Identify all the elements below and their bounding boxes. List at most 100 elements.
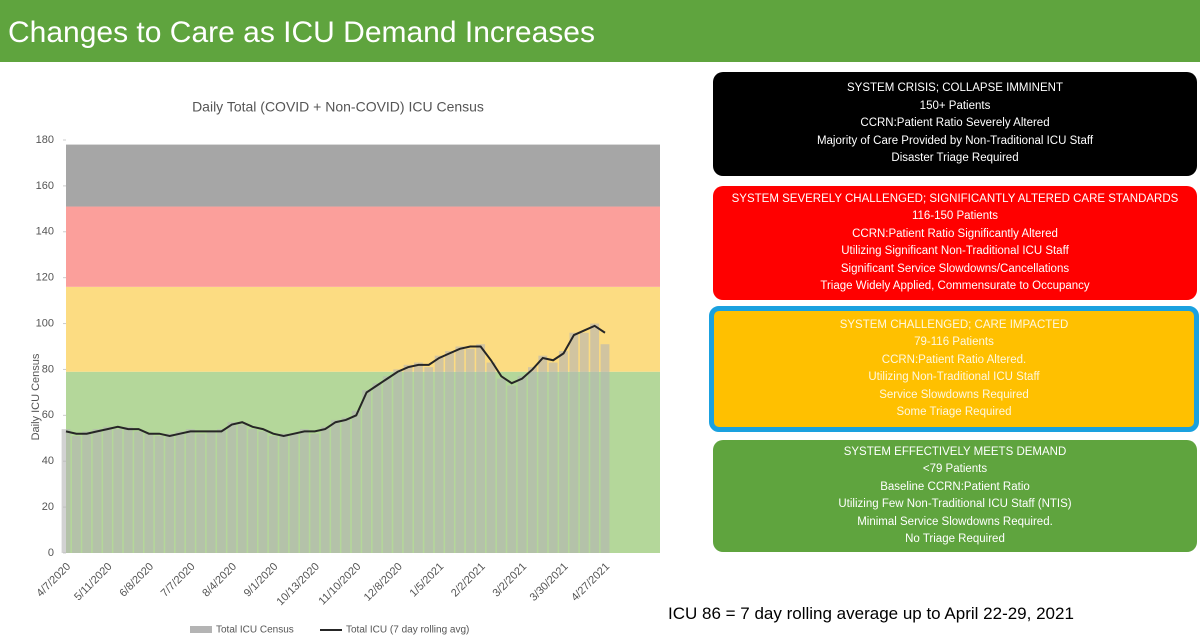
bar xyxy=(217,429,226,553)
bar xyxy=(341,417,351,553)
box-line: Baseline CCRN:Patient Ratio xyxy=(880,480,1030,493)
threshold-band xyxy=(66,144,660,207)
box-line: Utilizing Significant Non-Traditional IC… xyxy=(841,245,1069,257)
bar xyxy=(517,376,527,553)
y-tick-label: 0 xyxy=(48,547,54,559)
x-tick-label: 12/8/2020 xyxy=(362,561,405,604)
bar xyxy=(538,355,548,553)
bar xyxy=(92,429,102,553)
y-tick-label: 100 xyxy=(36,317,54,329)
bar xyxy=(299,429,309,553)
x-tick-label: 8/4/2020 xyxy=(200,561,239,600)
x-tick-label: 6/8/2020 xyxy=(117,561,156,600)
status-box: SYSTEM EFFECTIVELY MEETS DEMAND <79 Patie… xyxy=(713,440,1197,552)
box-line: 150+ Patients xyxy=(919,99,991,112)
box-line: 116-150 Patients xyxy=(911,210,999,222)
bar xyxy=(237,424,247,553)
x-tick-label: 4/27/2021 xyxy=(569,561,612,604)
box-line: Majority of Care Provided by Non-Traditi… xyxy=(816,134,1094,147)
box-line: No Triage Required xyxy=(905,533,1005,545)
bar xyxy=(445,351,454,553)
legend-label: Total ICU Census xyxy=(216,625,294,636)
bar xyxy=(206,431,216,553)
bar xyxy=(579,332,589,553)
bar xyxy=(393,369,403,553)
box-line: Triage Widely Applied, Commensurate to O… xyxy=(820,280,1090,292)
bar xyxy=(424,367,434,553)
line xyxy=(65,324,606,438)
bar xyxy=(362,390,372,553)
bar xyxy=(476,344,486,553)
legend-swatch xyxy=(190,626,212,633)
bar xyxy=(414,362,423,553)
chart-title: Daily Total (COVID + Non-COVID) ICU Cens… xyxy=(192,99,484,115)
legend-item: Total ICU (7 day rolling avg) xyxy=(320,625,469,636)
bar xyxy=(279,433,289,553)
bar xyxy=(310,433,320,553)
box-line: Minimal Service Slowdowns Required. xyxy=(857,515,1053,528)
box-line: Utilizing Few Non-Traditional ICU Staff … xyxy=(838,498,1072,510)
bar xyxy=(268,435,278,553)
bar xyxy=(185,429,195,553)
x-tick-label: 7/7/2020 xyxy=(159,561,198,600)
box-heading: SYSTEM CHALLENGED; CARE IMPACTED xyxy=(839,318,1069,331)
y-tick-label: 20 xyxy=(42,501,54,513)
x-tick-label: 10/13/2020 xyxy=(275,561,322,608)
bar xyxy=(507,385,517,553)
box-line: Disaster Triage Required xyxy=(891,152,1019,165)
box-line: Utilizing Non-Traditional ICU Staff xyxy=(868,371,1040,383)
bar xyxy=(372,383,382,553)
bar xyxy=(103,426,112,553)
y-tick-label: 60 xyxy=(42,409,54,421)
bar xyxy=(455,346,465,553)
box-heading: SYSTEM CRISIS; COLLAPSE IMMINENT xyxy=(847,82,1063,95)
threshold-band xyxy=(66,206,660,287)
box-heading: SYSTEM SEVERELY CHALLENGED; SIGNIFICANTL… xyxy=(731,192,1179,205)
bar xyxy=(465,348,475,553)
bar xyxy=(331,419,340,553)
bar xyxy=(61,429,71,553)
y-tick-label: 120 xyxy=(36,272,54,284)
legend-item: Total ICU Census xyxy=(190,625,294,636)
bar xyxy=(569,332,579,553)
status-box: SYSTEM SEVERELY CHALLENGED; SIGNIFICANTL… xyxy=(713,186,1197,300)
box-line: CCRN:Patient Ratio Severely Altered xyxy=(860,117,1050,130)
box-line: Service Slowdowns Required xyxy=(879,388,1029,401)
x-tick-label: 3/2/2021 xyxy=(490,561,529,600)
bar xyxy=(590,323,600,553)
header-title: Changes to Care as ICU Demand Increases xyxy=(0,0,1200,62)
bar xyxy=(559,351,568,553)
bar xyxy=(382,376,392,553)
box-line: CCRN:Patient Ratio Altered. xyxy=(881,353,1027,366)
bar xyxy=(403,364,413,553)
box-line: 79-116 Patients xyxy=(914,336,994,348)
bar xyxy=(196,433,206,553)
y-tick-label: 160 xyxy=(36,180,54,192)
box-line: <79 Patients xyxy=(922,463,988,475)
bar xyxy=(434,355,444,553)
bar xyxy=(175,431,185,553)
x-tick-label: 9/1/2020 xyxy=(242,561,281,600)
bar xyxy=(154,435,164,553)
x-tick-label: 1/5/2021 xyxy=(408,561,447,600)
x-tick-label: 5/11/2020 xyxy=(72,561,115,604)
bar xyxy=(289,433,299,553)
box-line: Significant Service Slowdowns/Cancellati… xyxy=(840,262,1070,275)
x-tick-label: 2/2/2021 xyxy=(449,561,488,600)
legend-label: Total ICU (7 day rolling avg) xyxy=(346,625,469,636)
bar xyxy=(248,429,257,553)
bar xyxy=(496,378,506,553)
bar xyxy=(227,422,237,553)
bar xyxy=(548,362,558,553)
bar xyxy=(113,429,123,553)
bar xyxy=(144,433,154,553)
bar xyxy=(528,367,537,553)
y-tick-label: 140 xyxy=(36,226,54,238)
bar xyxy=(134,431,143,553)
footnote: ICU 86 = 7 day rolling average up to Apr… xyxy=(668,604,1074,623)
y-tick-label: 80 xyxy=(42,363,54,375)
y-axis-label: Daily ICU Census xyxy=(30,353,42,440)
bar xyxy=(123,426,133,553)
x-tick-label: 11/10/2020 xyxy=(317,561,364,608)
